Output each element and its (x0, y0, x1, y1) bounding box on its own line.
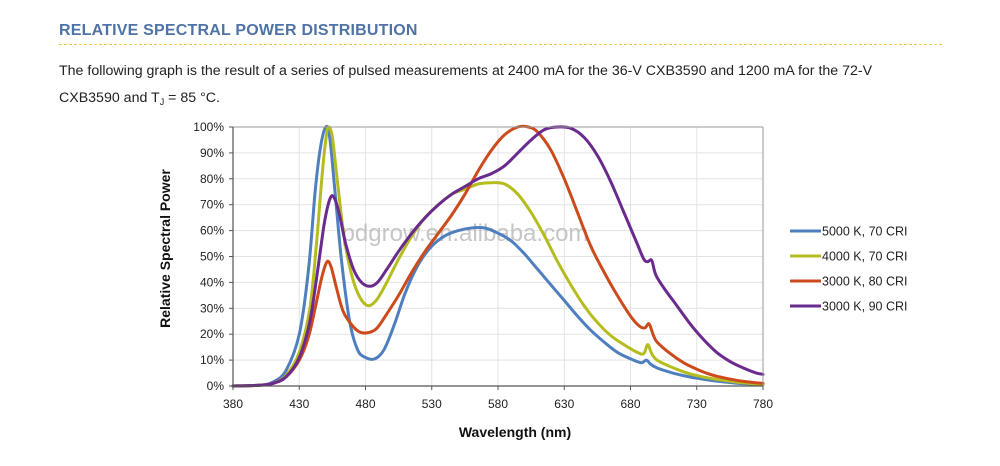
series-line-4000-k-70-cri (231, 125, 765, 388)
x-tick-label: 730 (687, 397, 707, 411)
axes (229, 126, 764, 390)
watermark: pdgrow.en.alibaba.com (342, 220, 589, 247)
tick-labels: 0% 10% 20% 30% 40% 50% 60% 70% 80% 90% 100% 380 430 4… (193, 120, 773, 411)
legend-label-3000-k-90-cri: 3000 K, 90 CRI (822, 300, 907, 314)
legend-label-5000-k-70-cri: 5000 K, 70 CRI (822, 225, 907, 239)
legend-label-3000-k-80-cri: 3000 K, 80 CRI (822, 275, 907, 289)
legend: 5000 K, 70 CRI 4000 K, 70 CRI 3000 K, 80 C… (790, 225, 907, 314)
x-tick-label: 630 (554, 397, 574, 411)
series-lines (231, 124, 765, 388)
x-tick-label: 780 (753, 397, 773, 411)
legend-label-4000-k-70-cri: 4000 K, 70 CRI (822, 250, 907, 264)
intro-line-2-pre: CXB3590 and T (59, 90, 160, 106)
y-tick-label: 0% (207, 379, 225, 393)
y-tick-label: 30% (200, 301, 224, 315)
grid (232, 126, 764, 387)
y-tick-label: 60% (200, 224, 224, 238)
y-tick-label: 20% (200, 327, 224, 341)
x-tick-label: 680 (620, 397, 640, 411)
x-tick-label: 480 (355, 397, 375, 411)
y-axis-label: Relative Spectral Power (157, 169, 173, 328)
intro-line-1: The following graph is the result of a s… (59, 63, 873, 79)
x-tick-label: 530 (422, 397, 442, 411)
junction-subscript: J (159, 97, 165, 107)
x-tick-label: 580 (488, 397, 508, 411)
y-tick-label: 90% (200, 146, 224, 160)
section-divider (59, 44, 942, 45)
y-tick-label: 40% (200, 275, 224, 289)
intro-line-2-post: = 85 °C. (164, 90, 220, 106)
y-tick-label: 70% (200, 198, 224, 212)
y-tick-label: 10% (200, 353, 224, 367)
section-title: RELATIVE SPECTRAL POWER DISTRIBUTION (59, 22, 418, 39)
y-tick-label: 50% (200, 250, 224, 264)
y-tick-label: 80% (200, 172, 224, 186)
y-tick-label: 100% (193, 120, 224, 134)
x-tick-label: 430 (289, 397, 309, 411)
series-line-5000-k-70-cri (231, 124, 765, 388)
series-line-3000-k-80-cri (231, 124, 765, 388)
x-tick-label: 380 (223, 397, 243, 411)
x-axis-label: Wavelength (nm) (459, 424, 571, 440)
series-line-3000-k-90-cri (231, 125, 765, 388)
intro-paragraph: The following graph is the result of a s… (59, 58, 949, 112)
